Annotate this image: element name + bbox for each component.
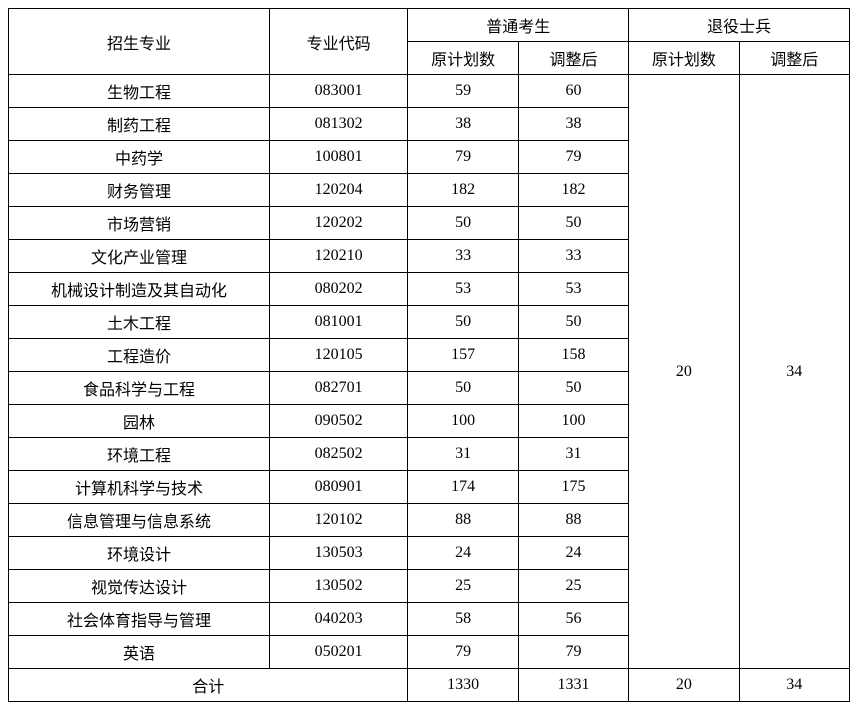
cell-code: 050201 bbox=[269, 636, 407, 669]
cell-pt-yuan: 33 bbox=[408, 240, 518, 273]
cell-code: 081001 bbox=[269, 306, 407, 339]
cell-code: 080202 bbox=[269, 273, 407, 306]
cell-code: 081302 bbox=[269, 108, 407, 141]
cell-total-ty-yuan: 20 bbox=[629, 669, 739, 702]
cell-pt-adj: 50 bbox=[518, 207, 628, 240]
cell-code: 120105 bbox=[269, 339, 407, 372]
table-row: 生物工程08300159602034 bbox=[9, 75, 850, 108]
cell-pt-yuan: 59 bbox=[408, 75, 518, 108]
header-row-1: 招生专业 专业代码 普通考生 退役士兵 bbox=[9, 9, 850, 42]
cell-pt-adj: 25 bbox=[518, 570, 628, 603]
cell-pt-adj: 50 bbox=[518, 306, 628, 339]
cell-major: 英语 bbox=[9, 636, 270, 669]
cell-code: 120102 bbox=[269, 504, 407, 537]
cell-major: 财务管理 bbox=[9, 174, 270, 207]
cell-total-pt-adj: 1331 bbox=[518, 669, 628, 702]
cell-code: 040203 bbox=[269, 603, 407, 636]
cell-pt-yuan: 50 bbox=[408, 207, 518, 240]
cell-major: 环境工程 bbox=[9, 438, 270, 471]
cell-pt-yuan: 50 bbox=[408, 372, 518, 405]
cell-total-ty-adj: 34 bbox=[739, 669, 849, 702]
cell-code: 130503 bbox=[269, 537, 407, 570]
cell-pt-adj: 100 bbox=[518, 405, 628, 438]
cell-major: 食品科学与工程 bbox=[9, 372, 270, 405]
cell-pt-yuan: 53 bbox=[408, 273, 518, 306]
cell-pt-yuan: 38 bbox=[408, 108, 518, 141]
cell-total-label: 合计 bbox=[9, 669, 408, 702]
cell-pt-adj: 60 bbox=[518, 75, 628, 108]
cell-major: 市场营销 bbox=[9, 207, 270, 240]
cell-pt-adj: 88 bbox=[518, 504, 628, 537]
cell-major: 中药学 bbox=[9, 141, 270, 174]
header-tuiyi-group: 退役士兵 bbox=[629, 9, 850, 42]
cell-pt-adj: 79 bbox=[518, 636, 628, 669]
cell-code: 082701 bbox=[269, 372, 407, 405]
cell-code: 083001 bbox=[269, 75, 407, 108]
header-code: 专业代码 bbox=[269, 9, 407, 75]
cell-pt-yuan: 25 bbox=[408, 570, 518, 603]
header-pt-yuan: 原计划数 bbox=[408, 42, 518, 75]
cell-ty-yuan-merged: 20 bbox=[629, 75, 739, 669]
cell-code: 120204 bbox=[269, 174, 407, 207]
cell-major: 信息管理与信息系统 bbox=[9, 504, 270, 537]
cell-pt-adj: 56 bbox=[518, 603, 628, 636]
cell-pt-yuan: 58 bbox=[408, 603, 518, 636]
cell-code: 100801 bbox=[269, 141, 407, 174]
cell-code: 120210 bbox=[269, 240, 407, 273]
cell-major: 工程造价 bbox=[9, 339, 270, 372]
enrollment-plan-table: 招生专业 专业代码 普通考生 退役士兵 原计划数 调整后 原计划数 调整后 生物… bbox=[8, 8, 850, 702]
cell-code: 120202 bbox=[269, 207, 407, 240]
cell-pt-yuan: 182 bbox=[408, 174, 518, 207]
cell-major: 社会体育指导与管理 bbox=[9, 603, 270, 636]
cell-major: 机械设计制造及其自动化 bbox=[9, 273, 270, 306]
header-ty-adj: 调整后 bbox=[739, 42, 849, 75]
cell-major: 环境设计 bbox=[9, 537, 270, 570]
cell-pt-adj: 175 bbox=[518, 471, 628, 504]
cell-pt-adj: 50 bbox=[518, 372, 628, 405]
cell-pt-yuan: 50 bbox=[408, 306, 518, 339]
cell-pt-adj: 53 bbox=[518, 273, 628, 306]
cell-pt-adj: 158 bbox=[518, 339, 628, 372]
cell-pt-yuan: 24 bbox=[408, 537, 518, 570]
header-ty-yuan: 原计划数 bbox=[629, 42, 739, 75]
cell-major: 制药工程 bbox=[9, 108, 270, 141]
cell-code: 080901 bbox=[269, 471, 407, 504]
cell-pt-adj: 79 bbox=[518, 141, 628, 174]
cell-pt-yuan: 79 bbox=[408, 141, 518, 174]
cell-pt-yuan: 157 bbox=[408, 339, 518, 372]
header-pt-adj: 调整后 bbox=[518, 42, 628, 75]
cell-major: 生物工程 bbox=[9, 75, 270, 108]
cell-pt-yuan: 100 bbox=[408, 405, 518, 438]
cell-pt-yuan: 79 bbox=[408, 636, 518, 669]
header-putong-group: 普通考生 bbox=[408, 9, 629, 42]
cell-pt-adj: 38 bbox=[518, 108, 628, 141]
cell-major: 文化产业管理 bbox=[9, 240, 270, 273]
cell-ty-adj-merged: 34 bbox=[739, 75, 849, 669]
cell-pt-adj: 24 bbox=[518, 537, 628, 570]
cell-pt-yuan: 31 bbox=[408, 438, 518, 471]
cell-major: 园林 bbox=[9, 405, 270, 438]
cell-code: 130502 bbox=[269, 570, 407, 603]
cell-major: 土木工程 bbox=[9, 306, 270, 339]
cell-total-pt-yuan: 1330 bbox=[408, 669, 518, 702]
header-major: 招生专业 bbox=[9, 9, 270, 75]
total-row: 合计133013312034 bbox=[9, 669, 850, 702]
cell-pt-adj: 33 bbox=[518, 240, 628, 273]
cell-code: 082502 bbox=[269, 438, 407, 471]
cell-major: 计算机科学与技术 bbox=[9, 471, 270, 504]
cell-major: 视觉传达设计 bbox=[9, 570, 270, 603]
cell-pt-yuan: 88 bbox=[408, 504, 518, 537]
cell-code: 090502 bbox=[269, 405, 407, 438]
cell-pt-yuan: 174 bbox=[408, 471, 518, 504]
cell-pt-adj: 182 bbox=[518, 174, 628, 207]
cell-pt-adj: 31 bbox=[518, 438, 628, 471]
